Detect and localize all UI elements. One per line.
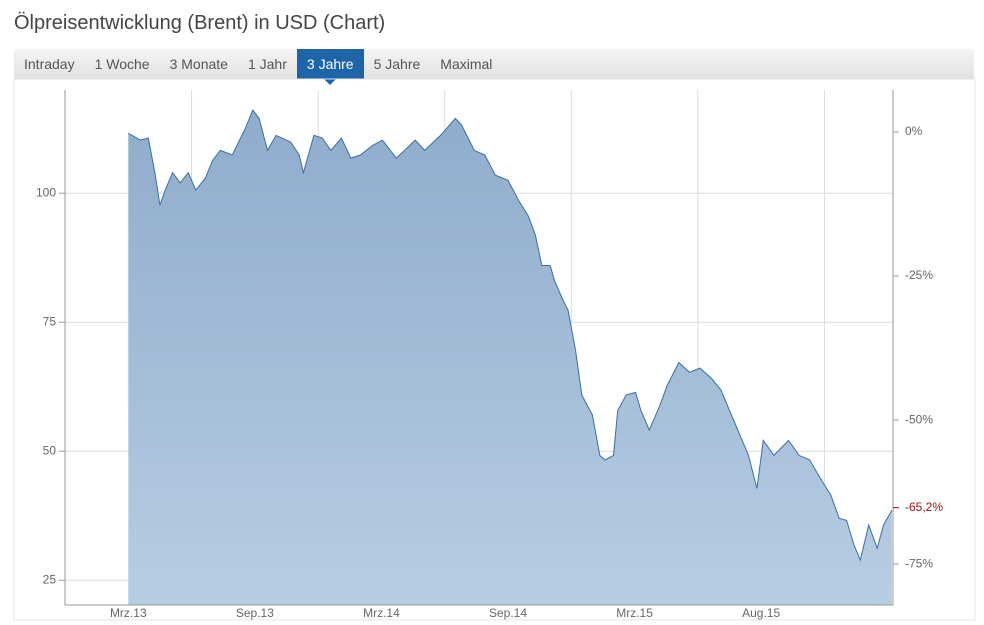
x-tick-label: Mrz.15	[616, 606, 653, 620]
frame	[13, 78, 976, 621]
tab[interactable]: 5 Jahre	[373, 56, 421, 72]
tab[interactable]: 1 Jahr	[247, 56, 287, 72]
tab-bar: Intraday 1 Woche 3 Monate 1 Jahr 3 Jahre 5 Ja…	[14, 49, 974, 85]
y-tick-label: 75	[43, 314, 57, 328]
area	[128, 110, 892, 605]
widget-title: Ölpreisentwicklung (Brent) in USD (Chart…	[14, 12, 386, 34]
tab[interactable]: 1 Woche	[94, 56, 150, 72]
x-tick-label: Mrz.13	[110, 606, 147, 620]
y-tick-label: 100	[36, 185, 56, 199]
tab[interactable]: Maximal	[440, 56, 493, 72]
y-tick-label: 50	[43, 443, 57, 457]
x-tick-label: Sep.14	[489, 606, 527, 620]
y2-tick-label: -25%	[905, 268, 933, 282]
tab[interactable]: Intraday	[24, 56, 75, 72]
annotation-label: -65,2%	[905, 500, 943, 514]
x-tick-label: Mrz.14	[363, 606, 400, 620]
y-tick-label: 25	[43, 572, 57, 586]
y2-tick-label: 0%	[905, 124, 923, 138]
x-tick-label: Aug.15	[742, 606, 780, 620]
tab[interactable]: 3 Jahre	[296, 49, 364, 85]
x-tick-label: Sep.13	[236, 606, 274, 620]
y2-tick-label: -50%	[905, 412, 933, 426]
tab[interactable]: 3 Monate	[169, 56, 228, 72]
line	[128, 109, 893, 562]
y2-tick-label: -75%	[905, 556, 933, 570]
